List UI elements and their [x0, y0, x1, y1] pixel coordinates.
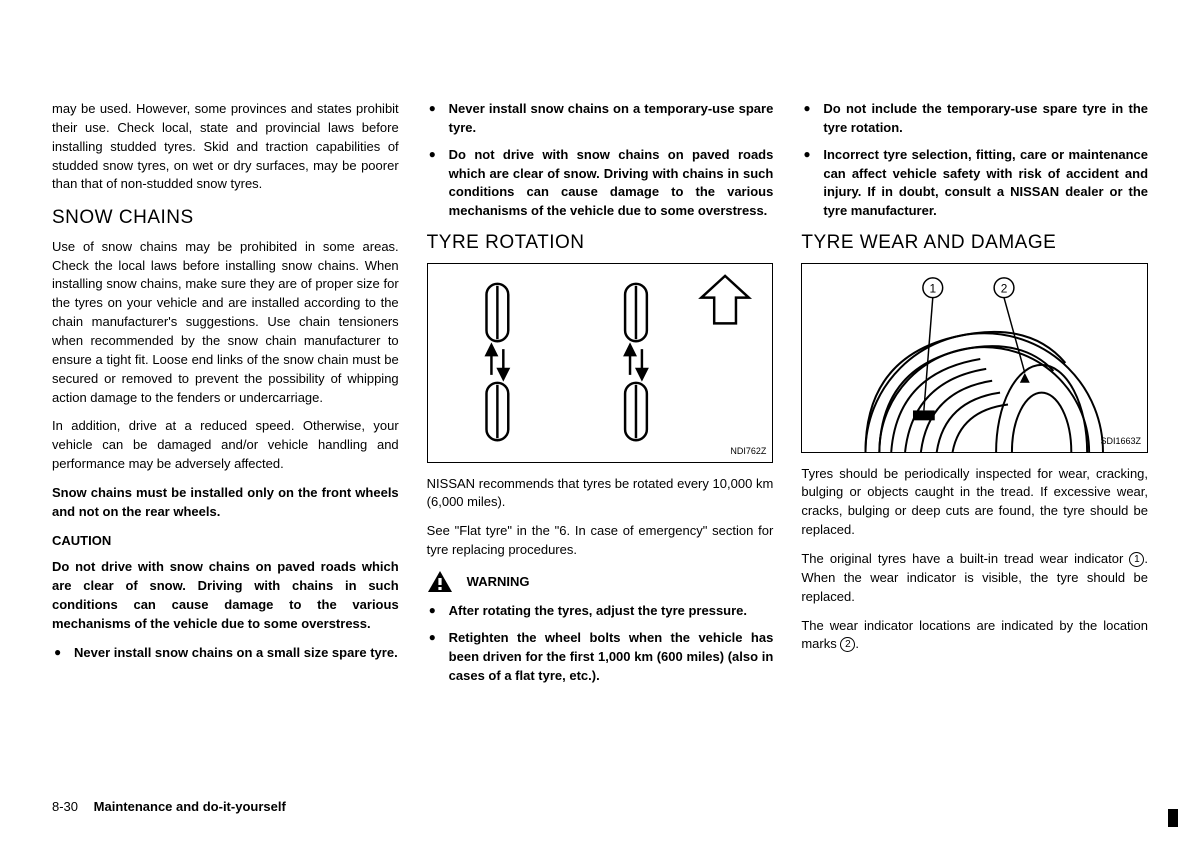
column-2: Never install snow chains on a temporary… — [427, 100, 774, 790]
list-item: Never install snow chains on a small siz… — [52, 644, 399, 663]
bullet-list: After rotating the tyres, adjust the tyr… — [427, 602, 774, 685]
corner-crop-mark — [1168, 809, 1178, 827]
figure-tyre-rotation: NDI762Z — [427, 263, 774, 463]
warning-label: WARNING — [467, 573, 530, 592]
section-title: Maintenance and do-it-yourself — [94, 799, 286, 814]
figure-label: SDI1663Z — [1100, 435, 1141, 448]
circled-1-icon: 1 — [1129, 552, 1144, 567]
list-item: Never install snow chains on a temporary… — [427, 100, 774, 138]
callout-1: 1 — [930, 281, 937, 295]
list-item: Incorrect tyre selection, fitting, care … — [801, 146, 1148, 221]
list-item: Do not drive with snow chains on paved r… — [427, 146, 774, 221]
text-span: . — [855, 636, 859, 651]
paragraph: The original tyres have a built-in tread… — [801, 550, 1148, 607]
column-3: Do not include the temporary-use spare t… — [801, 100, 1148, 790]
page-number: 8-30 — [52, 799, 78, 814]
warning-row: WARNING — [427, 570, 774, 594]
list-item: Retighten the wheel bolts when the vehic… — [427, 629, 774, 686]
heading-tyre-wear: TYRE WEAR AND DAMAGE — [801, 229, 1148, 257]
paragraph: Tyres should be periodically inspected f… — [801, 465, 1148, 540]
paragraph: Use of snow chains may be prohibited in … — [52, 238, 399, 408]
column-1: may be used. However, some provinces and… — [52, 100, 399, 790]
heading-snow-chains: SNOW CHAINS — [52, 204, 399, 232]
paragraph: See "Flat tyre" in the "6. In case of em… — [427, 522, 774, 560]
warning-triangle-icon — [427, 570, 453, 594]
bullet-list: Do not include the temporary-use spare t… — [801, 100, 1148, 221]
page-footer: 8-30 Maintenance and do-it-yourself — [52, 798, 286, 817]
figure-tyre-wear: 1 2 SDI1663Z — [801, 263, 1148, 453]
bullet-list: Never install snow chains on a small siz… — [52, 644, 399, 663]
paragraph-bold: Do not drive with snow chains on paved r… — [52, 558, 399, 633]
callout-2: 2 — [1001, 281, 1008, 295]
list-item: After rotating the tyres, adjust the tyr… — [427, 602, 774, 621]
heading-tyre-rotation: TYRE ROTATION — [427, 229, 774, 257]
list-item: Do not include the temporary-use spare t… — [801, 100, 1148, 138]
wear-diagram-svg: 1 2 — [802, 264, 1147, 452]
paragraph-bold: Snow chains must be installed only on th… — [52, 484, 399, 522]
figure-label: NDI762Z — [730, 445, 766, 458]
circled-2-icon: 2 — [840, 637, 855, 652]
paragraph: In addition, drive at a reduced speed. O… — [52, 417, 399, 474]
paragraph: The wear indicator locations are indicat… — [801, 617, 1148, 655]
page-columns: may be used. However, some provinces and… — [52, 100, 1148, 790]
text-span: The original tyres have a built-in tread… — [801, 551, 1129, 566]
caution-label: CAUTION — [52, 532, 399, 551]
paragraph: may be used. However, some provinces and… — [52, 100, 399, 194]
paragraph: NISSAN recommends that tyres be rotated … — [427, 475, 774, 513]
rotation-diagram-svg — [428, 264, 773, 462]
bullet-list: Never install snow chains on a temporary… — [427, 100, 774, 221]
